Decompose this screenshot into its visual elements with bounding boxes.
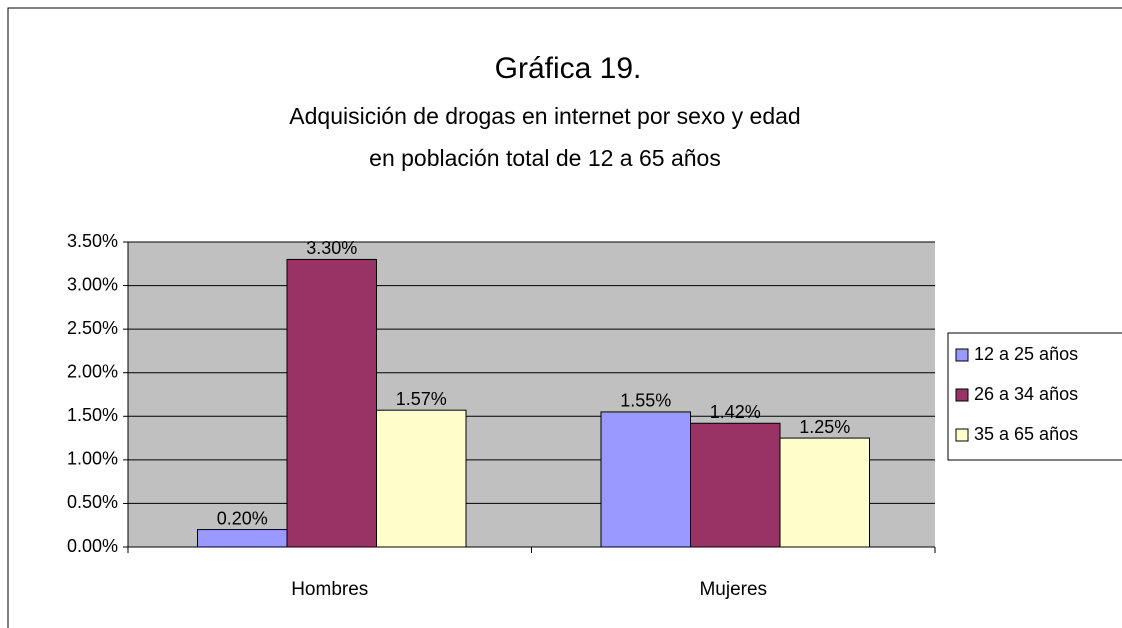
legend-swatch bbox=[955, 428, 969, 442]
legend-box bbox=[947, 332, 1122, 461]
bar bbox=[197, 529, 288, 548]
y-tick-label: 2.00% bbox=[67, 361, 118, 381]
chart-subtitle: en población total de 12 a 65 años bbox=[369, 145, 721, 171]
data-label: 1.57% bbox=[396, 389, 447, 409]
y-tick-label: 0.00% bbox=[67, 536, 118, 556]
data-label: 1.42% bbox=[710, 402, 761, 422]
data-label: 0.20% bbox=[217, 508, 268, 528]
data-label: 3.30% bbox=[306, 238, 357, 258]
bar bbox=[376, 409, 467, 548]
x-tick-label: Hombres bbox=[291, 579, 368, 600]
y-tick-label: 3.00% bbox=[67, 274, 118, 294]
y-tick-label: 0.50% bbox=[67, 492, 118, 512]
chart-subtitle: Adquisición de drogas en internet por se… bbox=[289, 103, 800, 129]
bar bbox=[779, 437, 870, 548]
legend-label: 26 a 34 años bbox=[974, 384, 1078, 404]
bar bbox=[690, 422, 781, 548]
legend-label: 35 a 65 años bbox=[974, 424, 1078, 444]
legend-swatch bbox=[955, 348, 969, 362]
bar bbox=[286, 258, 377, 548]
legend-swatch bbox=[955, 388, 969, 402]
y-tick-label: 1.50% bbox=[67, 405, 118, 425]
y-tick-label: 2.50% bbox=[67, 318, 118, 338]
y-tick-label: 1.00% bbox=[67, 449, 118, 469]
bar bbox=[600, 411, 691, 548]
chart-title: Gráfica 19. bbox=[495, 52, 642, 85]
data-label: 1.25% bbox=[799, 417, 850, 437]
x-tick-label: Mujeres bbox=[699, 579, 767, 600]
y-tick-label: 3.50% bbox=[67, 231, 118, 251]
data-label: 1.55% bbox=[620, 391, 671, 411]
legend-label: 12 a 25 años bbox=[974, 344, 1078, 364]
